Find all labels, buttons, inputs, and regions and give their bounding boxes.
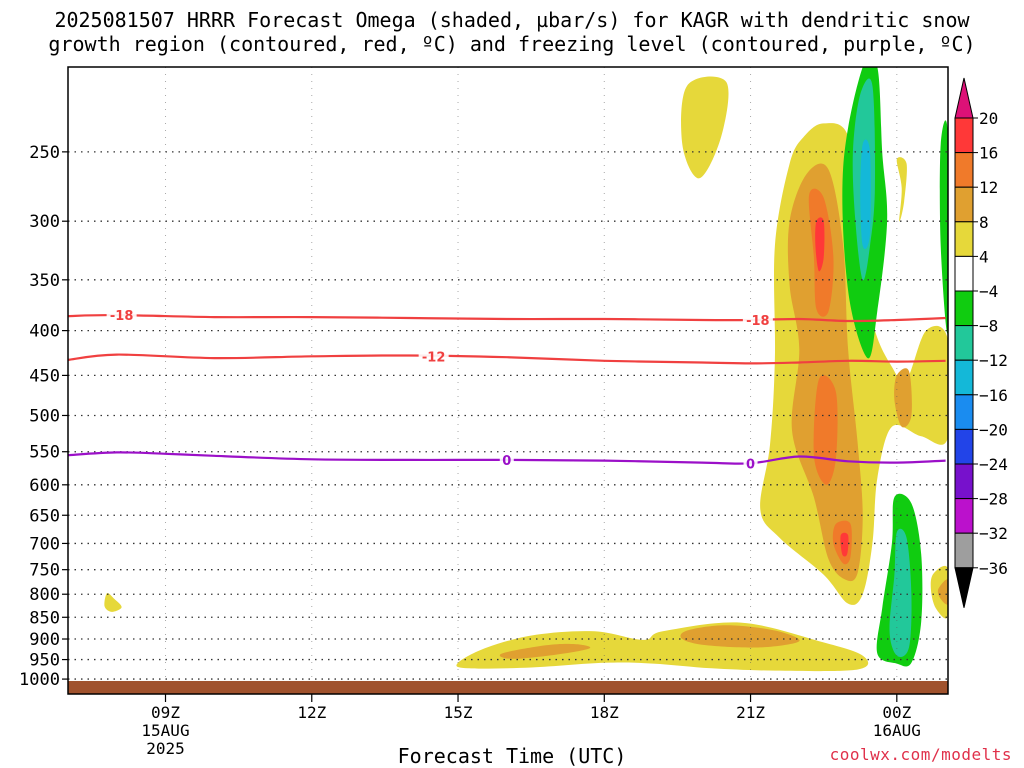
omega-region <box>937 579 948 605</box>
colorbar-swatch <box>954 117 974 154</box>
omega-region <box>894 368 912 428</box>
omega-region <box>813 375 838 485</box>
colorbar-cap-bottom <box>954 567 974 608</box>
x-tick-label: 12Z <box>297 703 326 722</box>
plot-frame <box>67 66 949 695</box>
colorbar-swatch <box>954 186 974 223</box>
colorbar-label: −24 <box>979 455 1008 474</box>
y-tick-label: 350 <box>29 271 60 291</box>
y-tick-label: 1000 <box>19 670 60 690</box>
y-tick-label: 250 <box>29 143 60 163</box>
colorbar-swatch <box>954 221 974 257</box>
contour-label: 0 <box>502 454 511 469</box>
omega-region <box>787 163 863 582</box>
dendritic-contour <box>68 313 946 323</box>
x-tick-label: 18Z <box>590 703 619 722</box>
omega-region <box>889 528 912 657</box>
temperature-contours <box>68 313 946 465</box>
credit-text[interactable]: coolwx.com/modelts <box>829 745 1012 764</box>
chart-title-line2: growth region (contoured, red, ºC) and f… <box>48 32 976 56</box>
omega-region <box>499 643 591 659</box>
y-tick-label: 800 <box>29 585 60 605</box>
y-tick-label: 300 <box>29 212 60 232</box>
colorbar-cap-top <box>954 77 974 119</box>
colorbar-swatch <box>954 498 974 534</box>
omega-region <box>681 76 729 179</box>
colorbar-label: 16 <box>979 144 998 163</box>
contour-label-bg <box>418 348 449 365</box>
colorbar-label: −4 <box>979 282 998 301</box>
contour-label-bg <box>743 455 758 472</box>
omega-region <box>815 217 825 272</box>
y-tick-label: 750 <box>29 561 60 581</box>
y-tick-label: 500 <box>29 406 60 426</box>
colorbar-swatch <box>954 532 974 569</box>
colorbar-swatch <box>954 394 974 430</box>
colorbar-label: 8 <box>979 213 989 232</box>
colorbar-label: −8 <box>979 317 998 336</box>
x-tick-label: 15Z <box>444 703 473 722</box>
dendritic-contour <box>68 353 946 365</box>
colorbar-label: 4 <box>979 247 989 266</box>
y-tick-label: 400 <box>29 322 60 342</box>
omega-region <box>896 157 907 222</box>
y-tick-label: 950 <box>29 651 60 671</box>
x-tick-label: 00Z <box>882 703 911 722</box>
y-tick-label: 550 <box>29 443 60 463</box>
omega-region <box>840 532 849 557</box>
x-tick-label: 15AUG <box>141 721 189 740</box>
omega-region <box>860 139 871 249</box>
x-tick-label: 2025 <box>146 739 185 758</box>
contour-label-bg <box>742 312 773 329</box>
contour-label: -18 <box>110 309 134 324</box>
colorbar-label: −36 <box>979 559 1008 578</box>
x-axis-title: Forecast Time (UTC) <box>397 744 627 768</box>
colorbar-swatch <box>954 290 974 327</box>
colorbar-label: 20 <box>979 109 998 128</box>
contour-label-bg <box>499 451 514 468</box>
contour-label: 0 <box>746 457 755 472</box>
colorbar-label: −12 <box>979 351 1008 370</box>
chart-title-line1: 2025081507 HRRR Forecast Omega (shaded, … <box>54 8 970 32</box>
contour-label-bg <box>106 307 137 324</box>
colorbar-label: 12 <box>979 178 998 197</box>
y-tick-label: 900 <box>29 630 60 650</box>
x-tick-label: 21Z <box>736 703 765 722</box>
y-tick-label: 650 <box>29 506 60 526</box>
colorbar-label: −20 <box>979 420 1008 439</box>
colorbar-swatch <box>954 325 974 361</box>
colorbar-label: −32 <box>979 524 1008 543</box>
ground-band <box>68 680 948 694</box>
colorbar-label: −28 <box>979 490 1008 509</box>
y-tick-label: 700 <box>29 534 60 554</box>
omega-shading <box>104 67 948 672</box>
x-tick-label: 16AUG <box>873 721 921 740</box>
x-tick-label: 09Z <box>151 703 180 722</box>
contour-labels: -18 -18 -12 0 0 <box>106 307 773 472</box>
colorbar-label: −16 <box>979 386 1008 405</box>
colorbar-swatch <box>954 428 974 465</box>
colorbar-swatch <box>954 359 974 396</box>
y-tick-label: 600 <box>29 476 60 496</box>
freezing-level-contour <box>68 451 946 465</box>
y-tick-label: 850 <box>29 608 60 628</box>
contour-label: -18 <box>746 314 770 329</box>
omega-region <box>456 622 869 672</box>
y-tick-label: 450 <box>29 366 60 386</box>
ground-layer <box>68 680 948 694</box>
contour-label: -12 <box>422 350 446 365</box>
colorbar-swatch <box>954 463 974 500</box>
y-axis: 2503003504004505005506006507007508008509… <box>19 143 68 690</box>
omega-region <box>104 593 122 612</box>
colorbar-swatch <box>954 255 974 292</box>
colorbar-swatch <box>954 152 974 188</box>
colorbar: 20 16 12 8 4 −4 −8 −12 −16 −20 −24 −28 −32 −36 <box>954 77 1008 608</box>
omega-region <box>680 625 800 648</box>
